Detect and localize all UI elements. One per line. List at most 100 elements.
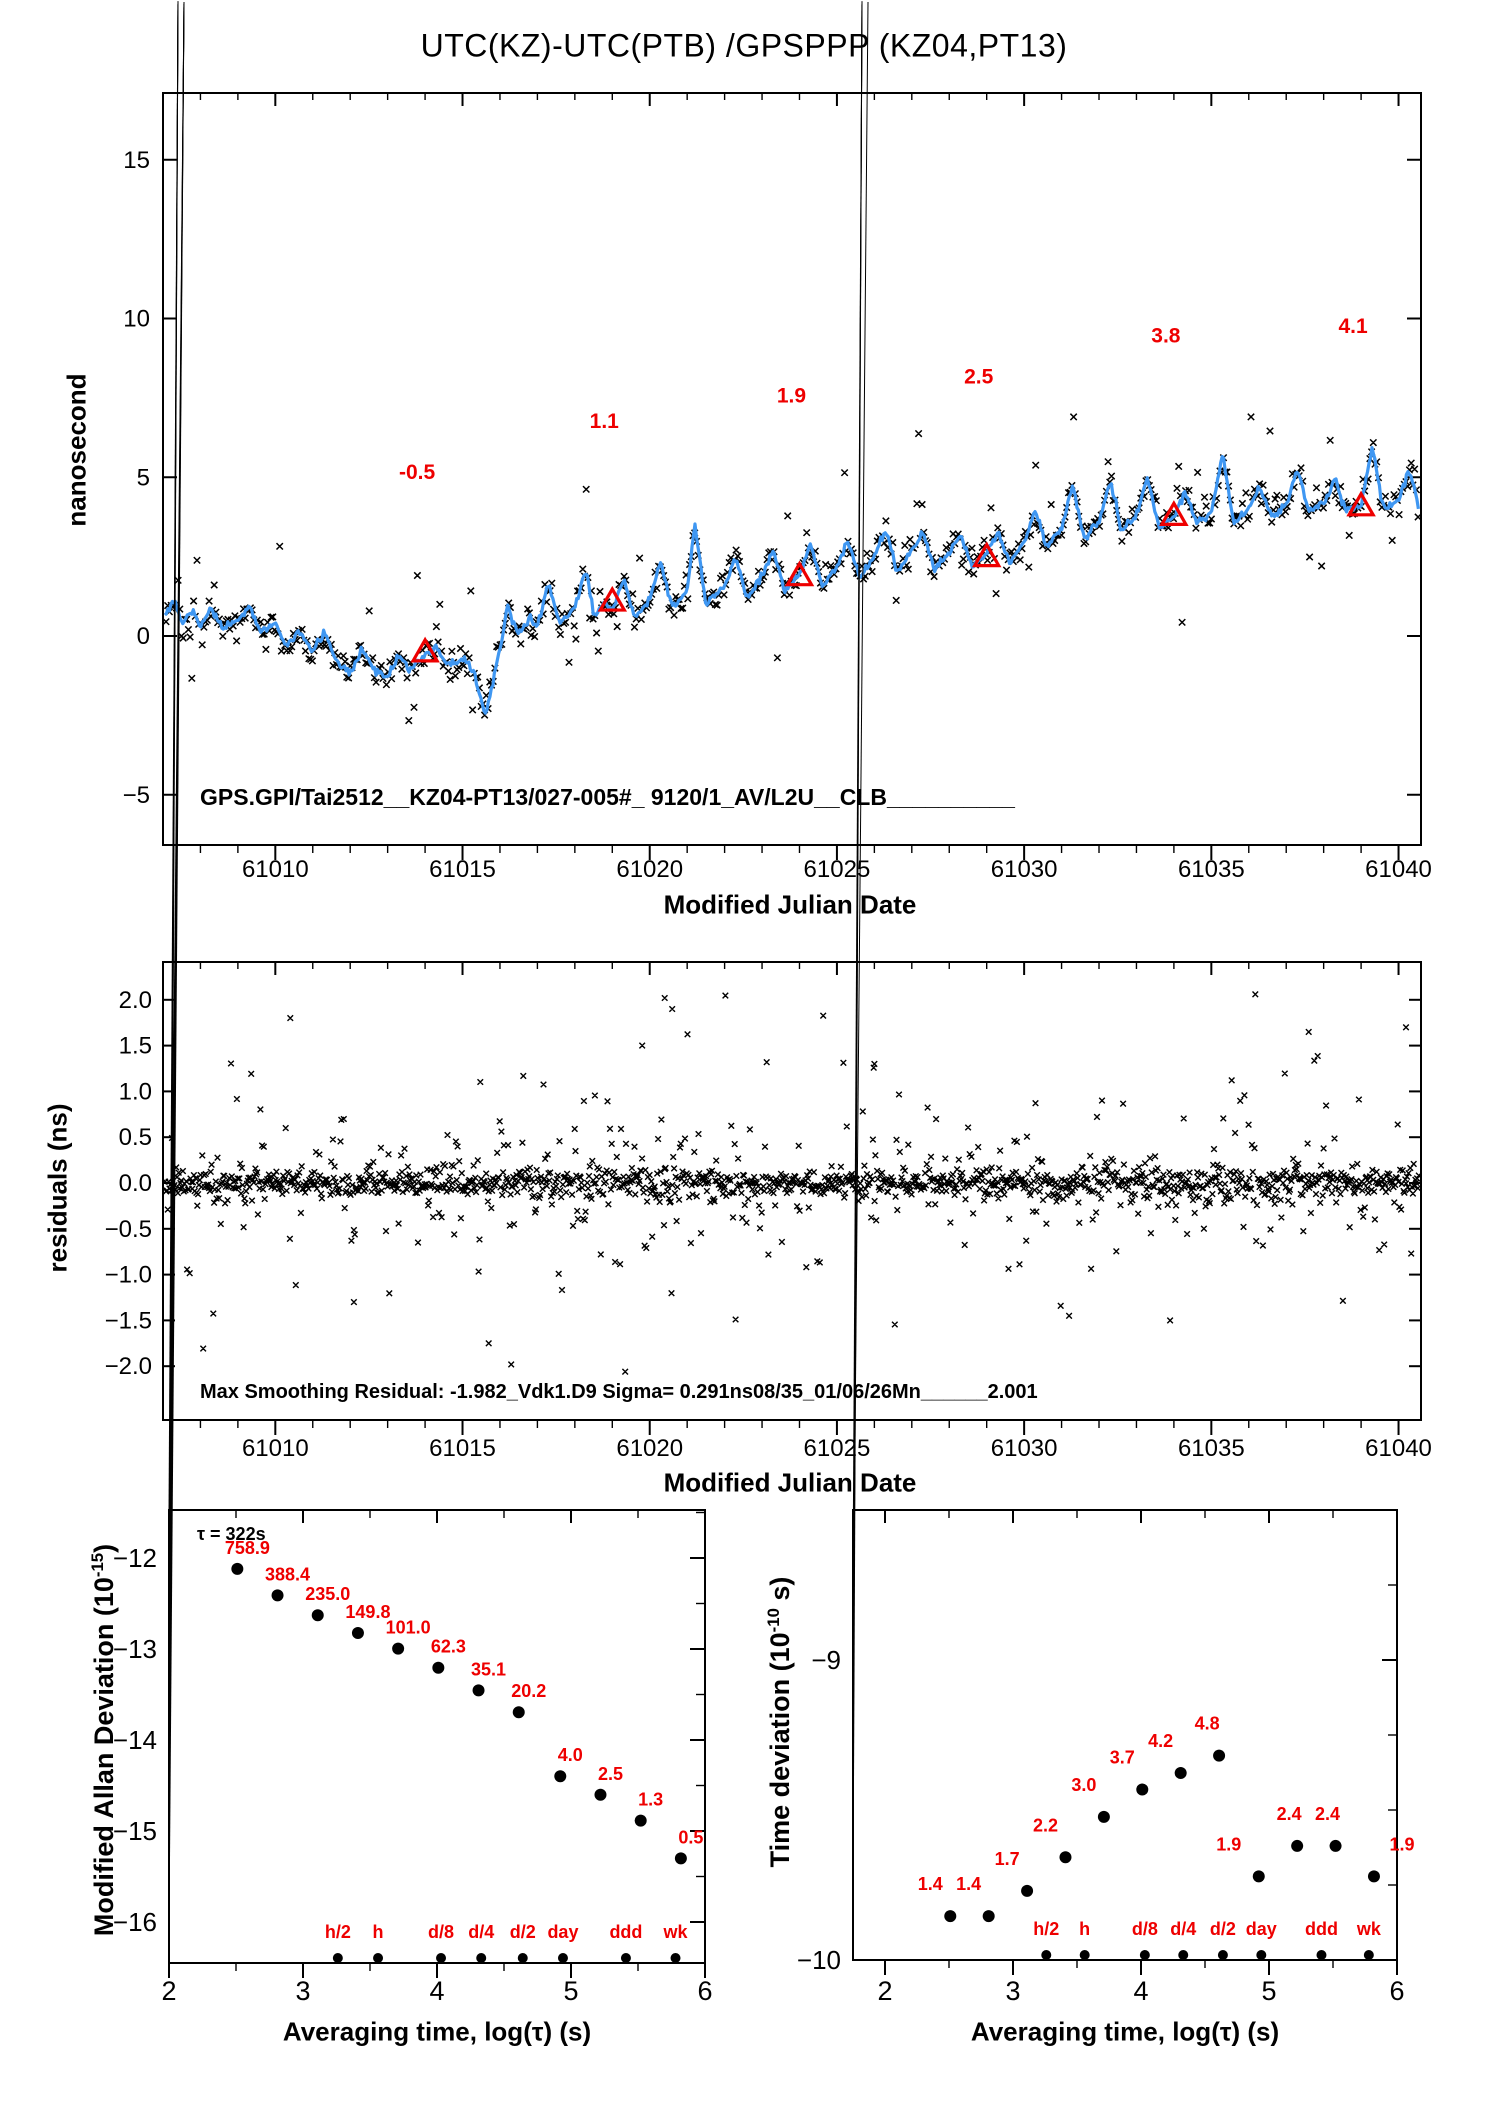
calibration-triangle — [784, 560, 815, 587]
xlabel-mjd-top: Modified Julian Date — [663, 889, 917, 920]
nanosecond-tick-label: 5 — [137, 464, 150, 491]
ylabel-mdev: Modified Allan Deviation (10-15) — [88, 1544, 120, 1936]
mjd-tick-label: 61035 — [1178, 856, 1245, 883]
averaging-time-mark-label: wk — [663, 1922, 689, 1942]
ylabel-residuals: residuals (ns) — [42, 1103, 73, 1273]
mjd-tick-label: 61040 — [1365, 1435, 1432, 1462]
utc-difference-panel: 61010 61015 61020 61025 61030 61035 61040 −5 0 5 1… — [123, 92, 1432, 883]
mdev-value-label: 235.0 — [305, 1584, 350, 1604]
ylabel-tdev-exponent: -10 — [764, 1608, 783, 1633]
log-tau-tick-label: 5 — [563, 1976, 578, 2006]
averaging-time-mark — [373, 1953, 384, 1963]
mdev-value-label: 0.5 — [678, 1827, 703, 1847]
residual-x-markers — [163, 991, 1421, 1375]
ylabel-mdev-text: Modified Allan Deviation (10 — [89, 1577, 119, 1937]
mjd-tick-label: 61020 — [616, 1435, 683, 1462]
residual-tick-label: −1.0 — [105, 1262, 152, 1289]
mdev-value-label: 149.8 — [345, 1602, 390, 1622]
averaging-time-mark — [1178, 1950, 1189, 1960]
residual-tick-label: 1.5 — [119, 1033, 152, 1060]
residuals-annotation: Max Smoothing Residual: -1.982_Vdk1.D9 S… — [200, 1381, 1038, 1403]
mdev-point — [554, 1770, 567, 1783]
residual-tick-label: 0.0 — [119, 1170, 152, 1197]
tdev-value-label: 2.4 — [1315, 1804, 1340, 1824]
mjd-tick-label: 61015 — [429, 856, 496, 883]
triangle-value-label: 1.1 — [590, 410, 620, 433]
axis-tick — [852, 1, 863, 1886]
averaging-time-mark-label: d/4 — [468, 1922, 494, 1942]
mdev-point — [311, 1609, 324, 1622]
mjd-tick-label: 61010 — [242, 856, 309, 883]
triangle-value-label: -0.5 — [399, 461, 436, 484]
residual-tick-label: 2.0 — [119, 987, 152, 1014]
mjd-tick-label: 61030 — [991, 856, 1058, 883]
triangle-value-label: 3.8 — [1151, 324, 1181, 347]
y-tick-label: −12 — [113, 1543, 157, 1573]
panel-frame — [168, 1509, 706, 1964]
mdev-value-label: 388.4 — [265, 1564, 310, 1584]
mdev-point — [351, 1627, 364, 1640]
mdev-value-label: 1.3 — [638, 1790, 663, 1810]
calibration-triangle — [971, 541, 1002, 568]
tdev-point — [1059, 1851, 1072, 1864]
nanosecond-tick-label: 15 — [123, 147, 150, 174]
tdev-value-label: 1.9 — [1389, 1834, 1414, 1854]
tdev-value-label: 4.8 — [1195, 1714, 1220, 1734]
calibration-triangle — [1346, 490, 1376, 517]
tdev-value-label: 1.9 — [1216, 1834, 1241, 1854]
axis-tick — [168, 1, 185, 1923]
mjd-tick-label: 61035 — [1178, 1435, 1245, 1462]
mdev-point — [634, 1814, 647, 1827]
residual-tick-label: −0.5 — [105, 1216, 152, 1243]
mdev-point — [674, 1852, 687, 1865]
mdev-point — [231, 1562, 244, 1575]
log-tau-tick-label: 6 — [1389, 1976, 1404, 2006]
mdev-point — [512, 1706, 525, 1719]
top-panel-data-area — [163, 413, 1421, 725]
mdev-value-label: 2.5 — [598, 1764, 623, 1784]
averaging-time-mark — [1041, 1950, 1052, 1960]
mjd-tick-label: 61010 — [242, 1435, 309, 1462]
averaging-time-mark — [1079, 1950, 1090, 1960]
triangle-value-label: 1.9 — [777, 385, 806, 408]
calibration-triangle — [597, 585, 628, 612]
mdev-tau-note: τ = 322s — [197, 1524, 266, 1544]
residuals-data-area — [163, 991, 1421, 1375]
tdev-panel: 2 3 4 5 6 −9 −10 h/2 h d/8 d/4 d/2 day ddd wk 1.4 1.4 1.7… — [797, 1, 1414, 2006]
y-tick-label: −16 — [113, 1907, 157, 1937]
xlabel-mjd-residuals: Modified Julian Date — [663, 1467, 917, 1498]
averaging-time-mark — [332, 1953, 343, 1963]
mdev-value-label: 101.0 — [386, 1618, 431, 1638]
log-tau-tick-label: 3 — [295, 1976, 310, 2006]
averaging-time-mark-label: day — [547, 1922, 578, 1942]
mdev-point — [392, 1642, 405, 1655]
tdev-point — [1367, 1870, 1380, 1883]
mdev-point — [271, 1589, 284, 1602]
nanosecond-tick-label: 10 — [123, 306, 150, 333]
averaging-time-mark-label: h/2 — [325, 1922, 351, 1942]
mdev-value-label: 4.0 — [558, 1745, 583, 1765]
averaging-time-mark-label: d/4 — [1170, 1919, 1196, 1939]
nanosecond-tick-label: −5 — [123, 782, 150, 809]
mdev-point — [472, 1684, 485, 1697]
tdev-point — [1329, 1839, 1342, 1852]
ylabel-tdev: Time deviation (10-10 s) — [764, 1577, 796, 1868]
averaging-time-mark-label: d/2 — [510, 1922, 536, 1942]
residual-tick-label: 0.5 — [119, 1124, 152, 1151]
tdev-point — [1252, 1870, 1265, 1883]
panel-frame — [162, 961, 1422, 1421]
tdev-value-label: 1.4 — [956, 1874, 981, 1894]
averaging-time-mark — [557, 1953, 568, 1963]
averaging-time-mark — [1139, 1950, 1150, 1960]
residual-tick-label: −2.0 — [105, 1353, 152, 1380]
mdev-value-label: 35.1 — [471, 1659, 506, 1679]
nanosecond-tick-label: 0 — [137, 623, 150, 650]
ylabel-nanosecond: nanosecond — [61, 373, 92, 527]
mdev-point — [594, 1788, 607, 1801]
y-tick-label: −15 — [113, 1816, 157, 1846]
tdev-point — [1174, 1767, 1187, 1780]
averaging-time-mark — [1316, 1950, 1327, 1960]
averaging-time-mark — [620, 1953, 631, 1963]
